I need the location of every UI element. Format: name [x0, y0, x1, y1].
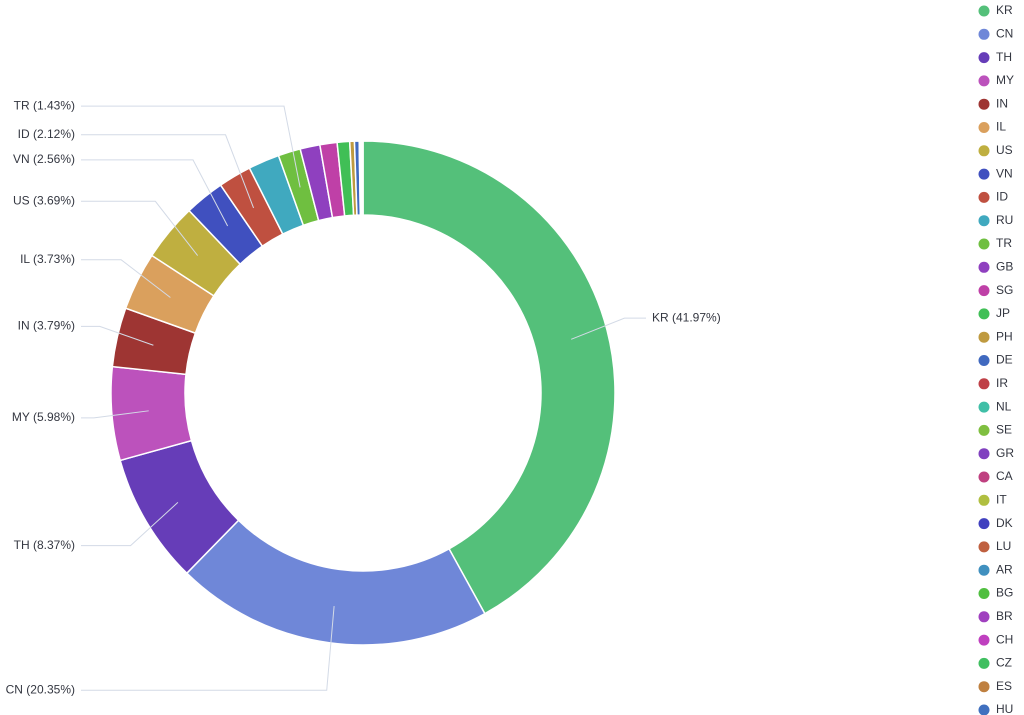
leader-line — [571, 317, 646, 340]
legend-swatch[interactable] — [978, 448, 990, 460]
legend-swatch[interactable] — [978, 704, 990, 715]
slice-label: IN (3.79%) — [18, 319, 75, 333]
legend-label[interactable]: ES — [996, 679, 1012, 693]
slice-label: VN (2.56%) — [13, 152, 75, 166]
legend-swatch[interactable] — [978, 541, 990, 553]
leader-line — [81, 325, 154, 346]
legend-label[interactable]: IN — [996, 96, 1008, 110]
legend-label[interactable]: DK — [996, 516, 1013, 530]
legend-label[interactable]: BG — [996, 586, 1013, 600]
slice-label: CN (20.35%) — [6, 682, 75, 696]
legend-label[interactable]: SE — [996, 423, 1012, 437]
legend-swatch[interactable] — [978, 75, 990, 87]
legend-label[interactable]: GB — [996, 259, 1013, 273]
legend-label[interactable]: MY — [996, 73, 1014, 87]
legend-label[interactable]: CN — [996, 26, 1013, 40]
legend-swatch[interactable] — [978, 471, 990, 483]
legend-label[interactable]: KR — [996, 3, 1013, 17]
legend-label[interactable]: IR — [996, 376, 1008, 390]
legend-label[interactable]: CH — [996, 632, 1013, 646]
legend-label[interactable]: PH — [996, 329, 1013, 343]
donut-slice[interactable] — [185, 519, 486, 646]
legend-swatch[interactable] — [978, 122, 990, 133]
legend-swatch[interactable] — [978, 681, 990, 693]
legend-swatch[interactable] — [978, 611, 990, 623]
legend-label[interactable]: RU — [996, 213, 1013, 227]
legend-swatch[interactable] — [978, 285, 990, 297]
legend-swatch[interactable] — [978, 518, 990, 530]
legend-label[interactable]: ID — [996, 190, 1008, 204]
legend-label[interactable]: VN — [996, 166, 1013, 180]
leader-line — [81, 606, 335, 691]
legend-label[interactable]: SG — [996, 283, 1013, 297]
legend-swatch[interactable] — [978, 215, 990, 227]
leader-line — [81, 159, 229, 227]
leader-line — [81, 502, 179, 547]
legend-label[interactable]: IT — [996, 492, 1007, 506]
legend-swatch[interactable] — [978, 5, 990, 17]
legend-swatch[interactable] — [978, 564, 990, 576]
slice-label: IL (3.73%) — [20, 252, 75, 266]
leader-line — [81, 200, 199, 256]
legend-label[interactable]: CA — [996, 469, 1013, 483]
slice-label: US (3.69%) — [13, 193, 75, 207]
legend-label[interactable]: TR — [996, 236, 1012, 250]
slice-label: ID (2.12%) — [18, 127, 75, 141]
legend-label[interactable]: JP — [996, 306, 1010, 320]
leader-line — [81, 134, 255, 209]
legend-swatch[interactable] — [978, 191, 990, 203]
legend-swatch[interactable] — [978, 28, 990, 40]
legend-swatch[interactable] — [978, 145, 990, 157]
legend-swatch[interactable] — [978, 98, 990, 110]
legend-label[interactable]: GR — [996, 446, 1014, 460]
legend-swatch[interactable] — [978, 238, 990, 250]
leader-line — [81, 105, 301, 188]
legend-swatch[interactable] — [978, 494, 990, 506]
slice-label: TH (8.37%) — [14, 538, 75, 552]
legend-swatch[interactable] — [978, 331, 990, 343]
legend-swatch[interactable] — [978, 378, 990, 390]
slice-label: KR (41.97%) — [652, 310, 721, 324]
legend-label[interactable]: US — [996, 143, 1013, 157]
slice-label: MY (5.98%) — [12, 410, 75, 424]
legend-label[interactable]: HU — [996, 702, 1013, 715]
legend-label[interactable]: CZ — [996, 656, 1012, 670]
legend-swatch[interactable] — [978, 52, 990, 64]
legend-swatch[interactable] — [978, 308, 990, 320]
donut-slice[interactable] — [362, 140, 616, 615]
legend-swatch[interactable] — [978, 355, 990, 366]
legend-swatch[interactable] — [978, 657, 990, 669]
legend-swatch[interactable] — [978, 634, 990, 646]
legend-label[interactable]: TH — [996, 50, 1012, 64]
leader-line — [81, 259, 171, 298]
legend-label[interactable]: AR — [996, 562, 1013, 576]
legend-swatch[interactable] — [978, 401, 990, 413]
legend-label[interactable]: BR — [996, 609, 1013, 623]
slice-label: TR (1.43%) — [14, 98, 75, 112]
legend-swatch[interactable] — [978, 168, 990, 180]
legend-label[interactable]: IL — [996, 120, 1006, 134]
legend-label[interactable]: NL — [996, 399, 1012, 413]
legend-swatch[interactable] — [978, 424, 990, 436]
leader-line — [81, 410, 149, 419]
legend-swatch[interactable] — [978, 588, 990, 599]
legend-swatch[interactable] — [978, 261, 990, 273]
legend-label[interactable]: LU — [996, 539, 1011, 553]
legend-label[interactable]: DE — [996, 353, 1013, 367]
